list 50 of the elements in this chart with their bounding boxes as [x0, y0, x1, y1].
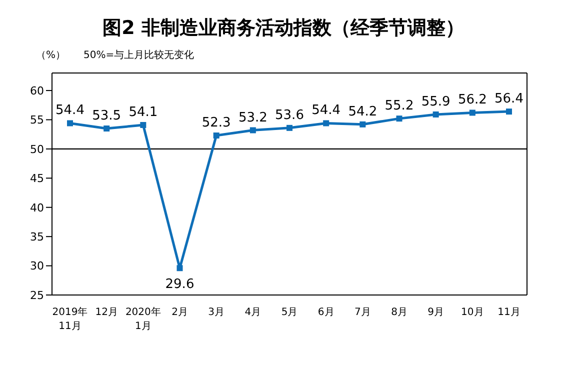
point — [469, 110, 476, 116]
data-label: 54.1 — [128, 104, 158, 120]
point — [323, 120, 330, 126]
x-tick-label: 10月 — [461, 307, 484, 318]
y-tick-label: 60 — [30, 84, 44, 98]
x-tick-label: 11月 — [498, 307, 520, 318]
x-tick-label: 2月 — [172, 307, 188, 318]
point — [250, 127, 256, 134]
text: 50%=与上月比较无变化 — [84, 48, 194, 63]
chart-title: 图2 非制造业商务活动指数（经季节调整） — [102, 16, 466, 41]
data-label: 54.4 — [312, 103, 341, 118]
y-axis-title: （%） — [36, 49, 66, 63]
point — [396, 116, 402, 122]
point — [432, 111, 439, 118]
point — [286, 124, 292, 131]
y-tick-label: 40 — [30, 201, 44, 214]
x-tick-label: 2020年 1月 — [125, 306, 161, 332]
data-label: 29.6 — [165, 277, 194, 292]
data-label: 56.2 — [458, 92, 487, 108]
x-tick-label: 6月 — [318, 307, 334, 318]
x-tick-label: 12月 — [95, 307, 118, 318]
y-tick-label: 50 — [30, 142, 44, 156]
data-label: 55.2 — [384, 98, 414, 114]
y-tick-label: 25 — [30, 288, 44, 302]
point — [213, 132, 220, 139]
data-label: 53.5 — [92, 108, 122, 124]
point — [104, 126, 110, 132]
y-tick-label: 45 — [30, 172, 44, 186]
data-label: 52.3 — [202, 116, 231, 131]
x-tick-label: 7月 — [354, 307, 371, 318]
data-label: 56.4 — [494, 92, 524, 107]
data-label: 53.2 — [238, 110, 268, 126]
data-label: 55.9 — [421, 94, 450, 110]
point — [67, 120, 73, 126]
data-label: 53.6 — [275, 108, 304, 123]
data-label: 54.2 — [348, 104, 378, 120]
x-tick-label: 2019年 11月 — [52, 306, 88, 332]
y-tick-label: 30 — [30, 260, 44, 273]
x-tick-label: 3月 — [208, 307, 225, 318]
point — [506, 108, 512, 115]
y-tick-label: 35 — [30, 230, 44, 244]
x-tick-label: 9月 — [428, 307, 444, 318]
x-tick-label: 4月 — [244, 307, 262, 318]
x-tick-label: 5月 — [281, 307, 298, 318]
data-label: 54.4 — [56, 103, 84, 118]
point — [360, 121, 366, 128]
point — [176, 265, 183, 272]
point — [140, 122, 146, 128]
x-tick-label: 8月 — [391, 307, 408, 318]
y-tick-label: 55 — [30, 114, 44, 127]
